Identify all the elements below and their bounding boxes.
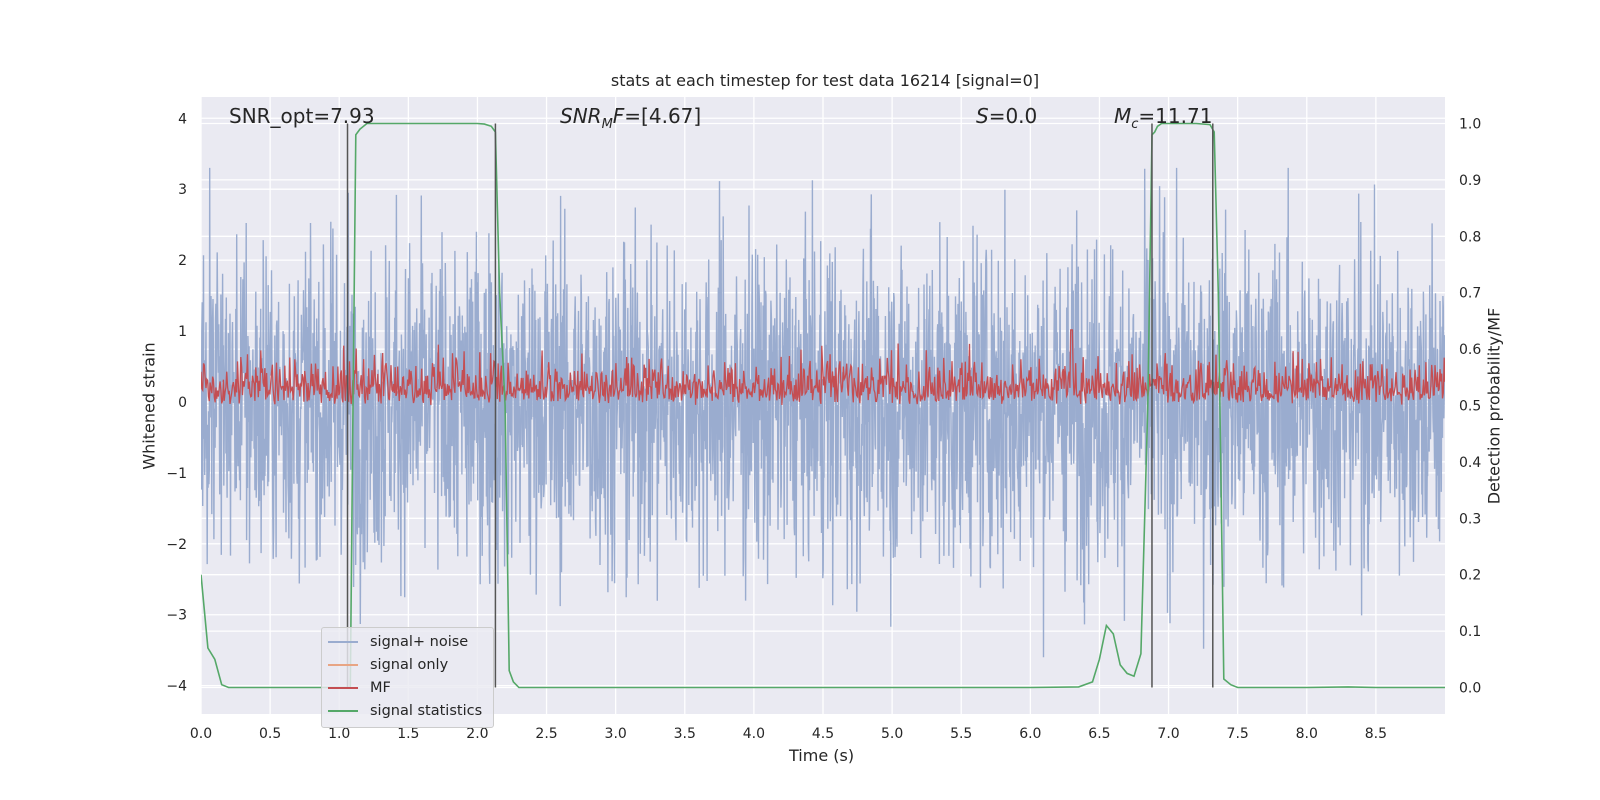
annotation-snr-mf: SNRMF=[4.67] [560, 104, 702, 132]
x-tick-label: 0.0 [190, 726, 212, 742]
x-tick-label: 1.5 [397, 726, 419, 742]
series-mf [201, 329, 1445, 406]
x-tick-label: 8.0 [1296, 726, 1318, 742]
legend-swatch-signal-statistics [328, 710, 358, 712]
y-tick-label-right: 0.5 [1459, 399, 1481, 415]
x-tick-label: 1.0 [328, 726, 350, 742]
y-tick-label-right: 0.8 [1459, 229, 1481, 245]
x-tick-label: 4.5 [812, 726, 834, 742]
legend-item-noise: signal+ noise [328, 632, 468, 652]
y-tick-label: 2 [178, 253, 187, 269]
y-tick-label: 0 [178, 395, 187, 411]
x-tick-label: 6.5 [1088, 726, 1110, 742]
x-tick-label: 7.5 [1227, 726, 1249, 742]
x-axis-label: Time (s) [789, 746, 855, 765]
legend-item-signal-statistics: signal statistics [328, 701, 482, 721]
y-axis-label: Whitened strain [139, 342, 159, 470]
x-tick-label: 3.5 [674, 726, 696, 742]
legend-label-mf: MF [370, 680, 391, 696]
y-tick-label: −2 [166, 537, 187, 553]
y-tick-label-right: 0.7 [1459, 286, 1481, 302]
x-tick-label: 5.5 [950, 726, 972, 742]
x-tick-label: 2.5 [535, 726, 557, 742]
legend-item-signal-only: signal only [328, 655, 448, 675]
y-tick-label: −1 [166, 466, 187, 482]
y-tick-label-right: 0.9 [1459, 173, 1481, 189]
x-tick-label: 0.5 [259, 726, 281, 742]
y-tick-label-right: 0.3 [1459, 511, 1481, 527]
x-tick-label: 2.0 [466, 726, 488, 742]
legend-swatch-noise [328, 641, 358, 643]
y-tick-label-right: 0.6 [1459, 342, 1481, 358]
y-tick-label: −3 [166, 608, 187, 624]
annotation-s: S=0.0 [976, 104, 1038, 128]
x-tick-label: 3.0 [605, 726, 627, 742]
x-tick-label: 4.0 [743, 726, 765, 742]
y-tick-label-right: 0.0 [1459, 680, 1481, 696]
x-tick-label: 7.0 [1157, 726, 1179, 742]
y-tick-label: −4 [166, 679, 187, 695]
x-tick-label: 6.0 [1019, 726, 1041, 742]
x-tick-label: 5.0 [881, 726, 903, 742]
y-tick-label: 4 [178, 111, 187, 127]
x-tick-label: 8.5 [1365, 726, 1387, 742]
series-signal-noise [201, 167, 1445, 658]
annotation-snr-opt: SNR_opt=7.93 [229, 104, 375, 128]
legend-label-noise: signal+ noise [370, 634, 469, 650]
y-tick-label: 3 [178, 182, 187, 198]
legend-swatch-mf [328, 687, 358, 689]
legend: signal+ noise signal only MF signal stat… [321, 627, 494, 728]
y-tick-label: 1 [178, 324, 187, 340]
chart-title: stats at each timestep for test data 162… [610, 71, 1040, 90]
legend-item-mf: MF [328, 678, 391, 698]
y-tick-label-right: 0.2 [1459, 568, 1481, 584]
legend-label-signal-only: signal only [370, 657, 449, 673]
annotation-mc: Mc=11.71 [1114, 104, 1213, 132]
y-tick-label-right: 0.4 [1459, 455, 1481, 471]
y-tick-label-right: 1.0 [1459, 117, 1481, 133]
y-tick-label-right: 0.1 [1459, 624, 1481, 640]
legend-label-signal-statistics: signal statistics [370, 703, 483, 719]
legend-swatch-signal-only [328, 664, 358, 666]
y-axis-label-right: Detection probability/MF [1484, 307, 1504, 505]
